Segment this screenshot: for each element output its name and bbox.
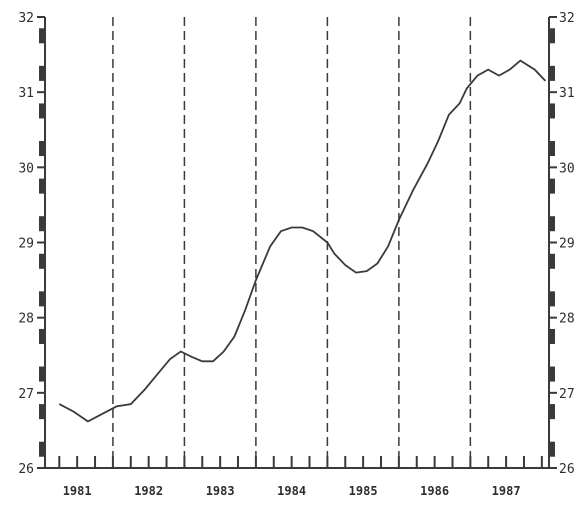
year-label: 1987 <box>492 484 521 498</box>
year-label: 1986 <box>420 484 449 498</box>
left-axis-block <box>39 216 44 232</box>
tick-labels: 32 32 31 31 30 30 29 29 28 28 27 27 26 26 1981 1982 1983… <box>18 11 574 498</box>
right-axis-block <box>550 253 555 269</box>
y-tick-label-left: 26 <box>18 462 34 477</box>
left-axis-block <box>39 366 44 382</box>
left-axis-block <box>39 178 44 194</box>
y-tick-label-right: 27 <box>559 387 575 402</box>
y-tick-label-left: 28 <box>18 312 34 327</box>
left-axis-block <box>39 141 44 157</box>
y-tick-label-right: 26 <box>559 462 575 477</box>
y-tick-label-right: 31 <box>559 86 575 101</box>
right-axis-block <box>550 441 555 457</box>
y-tick-label-left: 30 <box>18 161 34 176</box>
left-axis-block <box>39 28 44 44</box>
left-axis-block <box>39 404 44 420</box>
right-axis-block <box>550 328 555 344</box>
right-axis-block <box>550 291 555 307</box>
y-tick-label-right: 30 <box>559 161 575 176</box>
y-tick-label-left: 31 <box>18 86 34 101</box>
year-label: 1985 <box>349 484 378 498</box>
right-axis-block <box>550 178 555 194</box>
series <box>58 59 547 423</box>
left-axis-block <box>39 65 44 81</box>
y-tick-label-left: 29 <box>18 237 34 252</box>
left-axis-block <box>39 441 44 457</box>
year-label: 1983 <box>206 484 235 498</box>
y-tick-label-right: 32 <box>559 11 575 26</box>
right-axis-block <box>550 103 555 119</box>
left-axis-block <box>39 253 44 269</box>
right-axis-block <box>550 404 555 420</box>
left-axis-block <box>39 328 44 344</box>
right-axis-block <box>550 366 555 382</box>
y-tick-label-right: 29 <box>559 237 575 252</box>
right-axis-block <box>550 141 555 157</box>
y-tick-label-left: 27 <box>18 387 34 402</box>
year-gridlines <box>112 17 472 468</box>
right-axis-block <box>550 65 555 81</box>
axes <box>37 16 557 469</box>
right-axis-block <box>550 28 555 44</box>
year-label: 1982 <box>134 484 163 498</box>
left-axis-block <box>39 291 44 307</box>
y-tick-label-left: 32 <box>18 11 34 26</box>
series-line <box>58 59 547 423</box>
year-label: 1981 <box>63 484 92 498</box>
y-tick-label-right: 28 <box>559 312 575 327</box>
left-axis-block <box>39 103 44 119</box>
right-axis-block <box>550 216 555 232</box>
year-label: 1984 <box>277 484 306 498</box>
